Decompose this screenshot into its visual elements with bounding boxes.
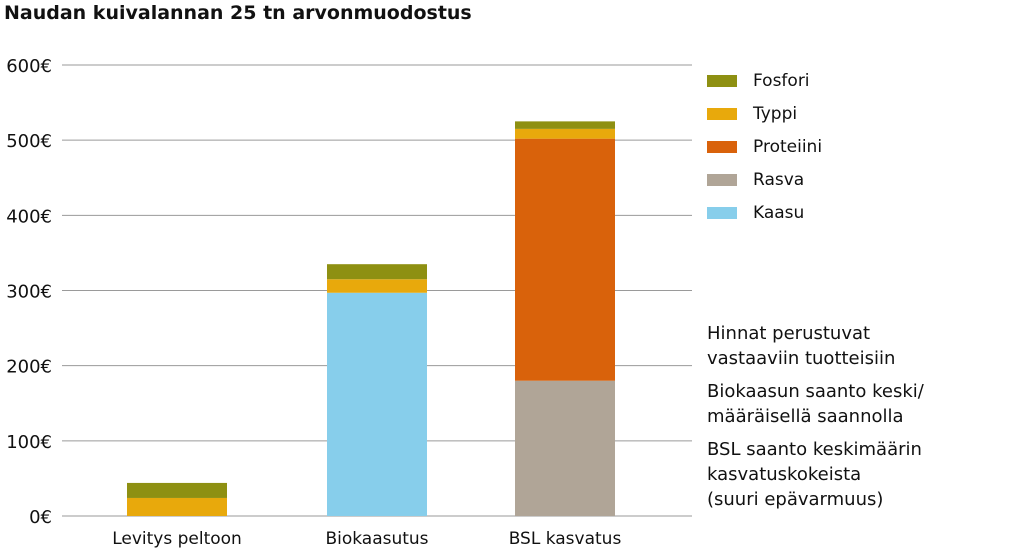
y-tick-label: 0€ bbox=[29, 507, 52, 528]
x-tick-label: Biokaasutus bbox=[325, 529, 428, 549]
legend-item-fosfori: Fosfori bbox=[707, 64, 822, 97]
bar-segment-typpi bbox=[127, 497, 227, 516]
legend-label: Rasva bbox=[753, 169, 805, 190]
bar-segment-typpi bbox=[327, 279, 427, 293]
bar-segment-kaasu bbox=[327, 292, 427, 516]
legend-label: Kaasu bbox=[753, 202, 805, 223]
y-tick-label: 400€ bbox=[6, 206, 52, 227]
x-tick-label: Levitys peltoon bbox=[112, 529, 242, 549]
note-biogas-yield: Biokaasun saanto keski/ määräisellä saan… bbox=[707, 381, 924, 427]
chart-legend: Fosfori Typpi Proteiini Rasva Kaasu bbox=[707, 64, 822, 229]
legend-item-kaasu: Kaasu bbox=[707, 196, 822, 229]
bar-segment-rasva bbox=[515, 380, 615, 516]
bar-segment-fosfori bbox=[327, 264, 427, 280]
note-prices: Hinnat perustuvat vastaaviin tuotteisiin bbox=[707, 323, 896, 369]
y-tick-label: 100€ bbox=[6, 432, 52, 453]
bar-segment-fosfori bbox=[127, 482, 227, 498]
legend-swatch bbox=[707, 74, 737, 87]
bar-segment-fosfori bbox=[515, 121, 615, 129]
legend-swatch bbox=[707, 206, 737, 219]
legend-swatch bbox=[707, 107, 737, 120]
chart-title: Naudan kuivalannan 25 tn arvonmuodostus bbox=[4, 2, 472, 24]
legend-item-rasva: Rasva bbox=[707, 163, 822, 196]
legend-item-typpi: Typpi bbox=[707, 97, 822, 130]
legend-swatch bbox=[707, 140, 737, 153]
x-tick-label: BSL kasvatus bbox=[509, 529, 622, 549]
bar-segment-proteiini bbox=[515, 138, 615, 381]
notes-panel: Hinnat perustuvat vastaaviin tuotteisiin… bbox=[707, 321, 1017, 520]
legend-label: Proteiini bbox=[753, 136, 823, 157]
y-tick-label: 200€ bbox=[6, 357, 52, 378]
y-tick-label: 300€ bbox=[6, 282, 52, 303]
y-tick-label: 500€ bbox=[6, 131, 52, 152]
y-tick-label: 600€ bbox=[6, 56, 52, 77]
note-bsl-yield: BSL saanto keskimäärin kasvatuskokeista … bbox=[707, 439, 922, 510]
legend-label: Typpi bbox=[753, 103, 798, 124]
bar-segment-typpi bbox=[515, 128, 615, 139]
legend-label: Fosfori bbox=[753, 70, 810, 91]
legend-item-proteiini: Proteiini bbox=[707, 130, 822, 163]
legend-swatch bbox=[707, 173, 737, 186]
